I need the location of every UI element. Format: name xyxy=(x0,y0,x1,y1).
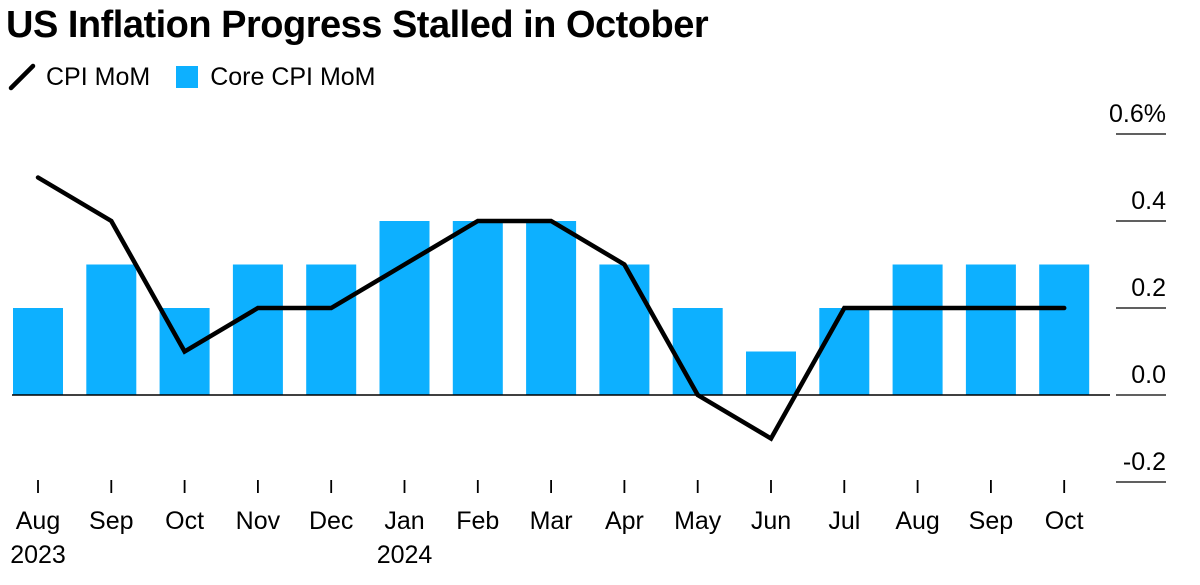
x-tick-label: Sep xyxy=(969,507,1013,535)
x-tick-label: Jan xyxy=(384,507,424,535)
y-tick-label: 0.2 xyxy=(1131,274,1166,302)
legend-label-core-cpi: Core CPI MoM xyxy=(210,62,376,91)
x-year-label: 2023 xyxy=(10,541,66,569)
core-cpi-bar xyxy=(819,308,870,395)
core-cpi-bar xyxy=(379,221,430,395)
x-tick-label: Dec xyxy=(309,507,353,535)
legend-item-core-cpi: Core CPI MoM xyxy=(176,62,376,92)
bar-swatch-icon xyxy=(176,66,199,88)
core-cpi-bar xyxy=(965,264,1016,395)
core-cpi-bar xyxy=(232,264,283,395)
core-cpi-bar xyxy=(526,221,577,395)
x-year-label: 2024 xyxy=(377,541,433,569)
core-cpi-bar xyxy=(452,221,503,395)
chart-title: US Inflation Progress Stalled in October xyxy=(6,4,709,46)
legend-item-cpi: CPI MoM xyxy=(8,63,150,92)
x-tick-label: Mar xyxy=(530,507,573,535)
x-tick-label: Apr xyxy=(605,507,644,535)
core-cpi-bar xyxy=(672,308,723,395)
line-swatch-icon xyxy=(8,63,36,91)
x-tick-label: Oct xyxy=(165,507,204,535)
legend-label-cpi: CPI MoM xyxy=(46,62,151,91)
y-tick-label: -0.2 xyxy=(1123,448,1166,476)
x-tick-label: Aug xyxy=(895,507,939,535)
x-tick-label: Aug xyxy=(16,507,60,535)
x-tick-label: Jun xyxy=(751,507,791,535)
x-tick-label: Oct xyxy=(1045,507,1084,535)
y-tick-label: 0.6% xyxy=(1109,100,1166,128)
x-tick-label: Sep xyxy=(89,507,133,535)
legend: CPI MoM Core CPI MoM xyxy=(8,60,402,94)
core-cpi-bar xyxy=(599,264,650,395)
core-cpi-bar xyxy=(1039,264,1090,395)
core-cpi-bar xyxy=(86,264,137,395)
y-tick-label: 0.4 xyxy=(1131,187,1166,215)
x-tick-label: Jul xyxy=(828,507,860,535)
core-cpi-bar xyxy=(306,264,357,395)
core-cpi-bar xyxy=(892,264,943,395)
x-tick-label: May xyxy=(674,507,722,535)
x-tick-label: Nov xyxy=(236,507,281,535)
core-cpi-bar xyxy=(746,351,796,395)
y-tick-label: 0.0 xyxy=(1131,361,1166,389)
x-tick-label: Feb xyxy=(456,507,499,535)
core-cpi-bar xyxy=(13,308,63,395)
